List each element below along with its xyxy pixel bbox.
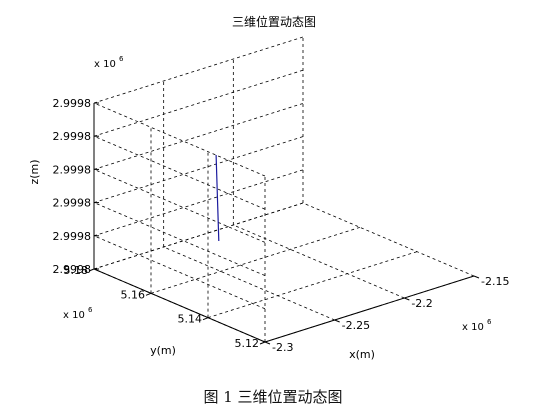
back-wall-grid-horizontal [93, 103, 304, 170]
back-wall-grid-horizontal [93, 169, 304, 237]
y-tick-mark [88, 268, 95, 272]
z-tick-label: 2.9998 [53, 130, 92, 143]
x-axis-label: x(m) [349, 348, 375, 361]
z-tick-label: 2.9998 [53, 97, 92, 110]
y-exponent-power: 6 [88, 306, 93, 314]
floor-grid-x-line [233, 224, 405, 299]
x-tick-label: -2.2 [411, 297, 432, 310]
y-tick-mark [259, 341, 266, 345]
chart-title: 三维位置动态图 [232, 14, 316, 29]
y-tick-label: 5.12 [235, 337, 260, 350]
back-wall-grid-horizontal [93, 136, 304, 203]
floor-grid-y-line [207, 251, 418, 319]
x-tick-mark [473, 275, 480, 279]
y-tick-label: 5.16 [121, 288, 146, 301]
back-wall-grid-horizontal [93, 36, 304, 104]
x-tick-label: -2.3 [272, 341, 293, 354]
side-wall-grid-horizontal [93, 102, 266, 177]
x-exponent-base: x 10 [462, 322, 484, 333]
z-tick-label: 2.9998 [53, 163, 92, 176]
figure-caption: 图 1 三维位置动态图 [203, 388, 343, 406]
y-tick-mark [202, 317, 209, 321]
y-exponent-base: x 10 [63, 310, 85, 321]
x-exponent-power: 6 [487, 318, 492, 326]
x-tick-mark [264, 341, 271, 345]
side-wall-grid-horizontal [93, 235, 266, 310]
x-tick-mark [334, 319, 340, 323]
x-tick-label: -2.15 [481, 275, 509, 288]
z-tick-label: 2.9998 [53, 263, 92, 276]
floor-grid-y-line [150, 226, 361, 294]
z-tick-label: 2.9998 [53, 230, 92, 243]
y-tick-mark [145, 292, 152, 296]
side-wall-grid-horizontal [93, 135, 266, 210]
trajectory-line [215, 154, 220, 242]
back-wall-grid-horizontal [93, 69, 304, 137]
floor-grid-x-line [302, 202, 475, 277]
side-wall-grid-horizontal [93, 169, 266, 243]
z-exponent-base: x 10 [94, 59, 116, 70]
floor-grid-x-line [163, 246, 335, 321]
x-tick-label: -2.25 [342, 319, 370, 332]
x-axis-line [264, 275, 475, 343]
z-exponent-power: 6 [119, 55, 124, 63]
z-axis-label: z(m) [28, 159, 41, 184]
back-wall-grid-horizontal [93, 202, 304, 270]
y-axis-label: y(m) [150, 344, 176, 357]
y-axis-line [93, 268, 266, 343]
y-tick-label: 5.14 [178, 313, 203, 326]
y-tick-label: 5.18 [64, 264, 89, 277]
x-tick-mark [404, 297, 410, 301]
side-wall-grid-horizontal [93, 202, 266, 276]
z-tick-label: 2.9998 [53, 197, 92, 210]
